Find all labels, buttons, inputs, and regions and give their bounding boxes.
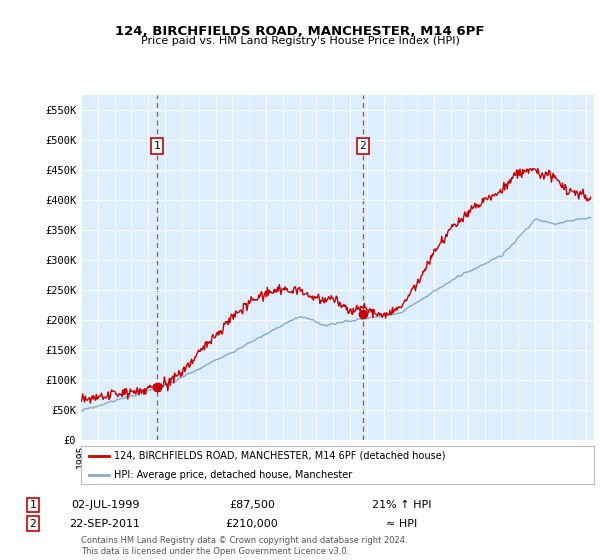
Text: ≈ HPI: ≈ HPI bbox=[386, 519, 418, 529]
Text: Price paid vs. HM Land Registry's House Price Index (HPI): Price paid vs. HM Land Registry's House … bbox=[140, 36, 460, 46]
Text: Contains HM Land Registry data © Crown copyright and database right 2024.
This d: Contains HM Land Registry data © Crown c… bbox=[81, 536, 407, 556]
Text: £210,000: £210,000 bbox=[226, 519, 278, 529]
Text: 1: 1 bbox=[29, 500, 37, 510]
Text: 22-SEP-2011: 22-SEP-2011 bbox=[70, 519, 140, 529]
Text: 21% ↑ HPI: 21% ↑ HPI bbox=[372, 500, 432, 510]
Text: HPI: Average price, detached house, Manchester: HPI: Average price, detached house, Manc… bbox=[115, 470, 353, 480]
Text: 2: 2 bbox=[359, 141, 366, 151]
Text: 1: 1 bbox=[154, 141, 160, 151]
Text: 02-JUL-1999: 02-JUL-1999 bbox=[71, 500, 139, 510]
Text: 124, BIRCHFIELDS ROAD, MANCHESTER, M14 6PF (detached house): 124, BIRCHFIELDS ROAD, MANCHESTER, M14 6… bbox=[115, 451, 446, 461]
Text: £87,500: £87,500 bbox=[229, 500, 275, 510]
Text: 2: 2 bbox=[29, 519, 37, 529]
Text: 124, BIRCHFIELDS ROAD, MANCHESTER, M14 6PF: 124, BIRCHFIELDS ROAD, MANCHESTER, M14 6… bbox=[115, 25, 485, 38]
